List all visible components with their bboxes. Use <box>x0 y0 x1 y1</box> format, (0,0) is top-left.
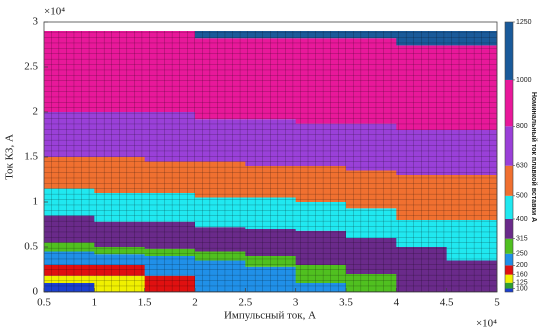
colorbar-tick-label: 400 <box>516 216 528 223</box>
colorbar-tick-label: 1000 <box>516 77 532 84</box>
colorbar-title: Номинальный ток плавкой вставки А <box>530 92 538 222</box>
colorbar-tick-label: 100 <box>516 285 528 292</box>
colorbar-tick-label: 800 <box>516 123 528 130</box>
colorbar-segment <box>505 274 513 283</box>
colorbar-segment <box>505 126 513 166</box>
colorbar-segment <box>505 238 513 254</box>
colorbar-segment <box>505 253 513 266</box>
colorbar-segment <box>505 282 513 289</box>
y-multiplier: ×10⁴ <box>44 6 65 18</box>
colorbar-tick-label: 200 <box>516 262 528 269</box>
colorbar-tick-label: 125 <box>516 280 528 287</box>
x-multiplier: ×10⁴ <box>476 318 497 330</box>
y-tick-label: 1 <box>33 196 39 208</box>
cell-grid <box>44 31 497 292</box>
y-tick-label: 2 <box>33 106 39 118</box>
y-tick-label: 0.5 <box>24 241 38 253</box>
x-tick-label: 1.5 <box>138 297 152 309</box>
y-tick-label: 2.5 <box>24 61 38 73</box>
colorbar-segment <box>505 165 513 196</box>
colorbar-segment <box>505 288 513 292</box>
colorbar-tick-label: 250 <box>516 251 528 258</box>
x-tick-label: 0.5 <box>37 297 51 309</box>
colorbar-tick-label: 630 <box>516 163 528 170</box>
colorbar-frame <box>504 21 514 293</box>
x-tick-label: 3.5 <box>339 297 353 309</box>
colorbar-tick-label: 160 <box>516 271 528 278</box>
colorbar-tick-label: 315 <box>516 236 528 243</box>
x-tick-label: 2.5 <box>238 297 252 309</box>
x-tick-label: 1 <box>92 297 98 309</box>
colorbar-segment <box>505 195 513 219</box>
colorbar: Номинальный ток плавкой вставки А 100125… <box>504 19 538 293</box>
y-tick-label: 3 <box>33 16 39 28</box>
y-axis-title: Ток КЗ, А <box>4 134 16 180</box>
x-tick-label: 5 <box>494 297 500 309</box>
x-tick-label: 2 <box>192 297 198 309</box>
colorbar-segment <box>505 218 513 239</box>
x-tick-label: 4.5 <box>440 297 454 309</box>
colorbar-tick-label: 1250 <box>516 19 532 26</box>
colorbar-segment <box>505 22 513 80</box>
x-axis-title: Импульсный ток, А <box>224 310 316 322</box>
x-tick-label: 3 <box>293 297 299 309</box>
colorbar-segment <box>505 79 513 127</box>
colorbar-tick-label: 500 <box>516 193 528 200</box>
y-tick-label: 0 <box>33 286 39 298</box>
x-tick-label: 4 <box>394 297 400 309</box>
y-tick-label: 1.5 <box>24 151 38 163</box>
colorbar-segment <box>505 265 513 275</box>
